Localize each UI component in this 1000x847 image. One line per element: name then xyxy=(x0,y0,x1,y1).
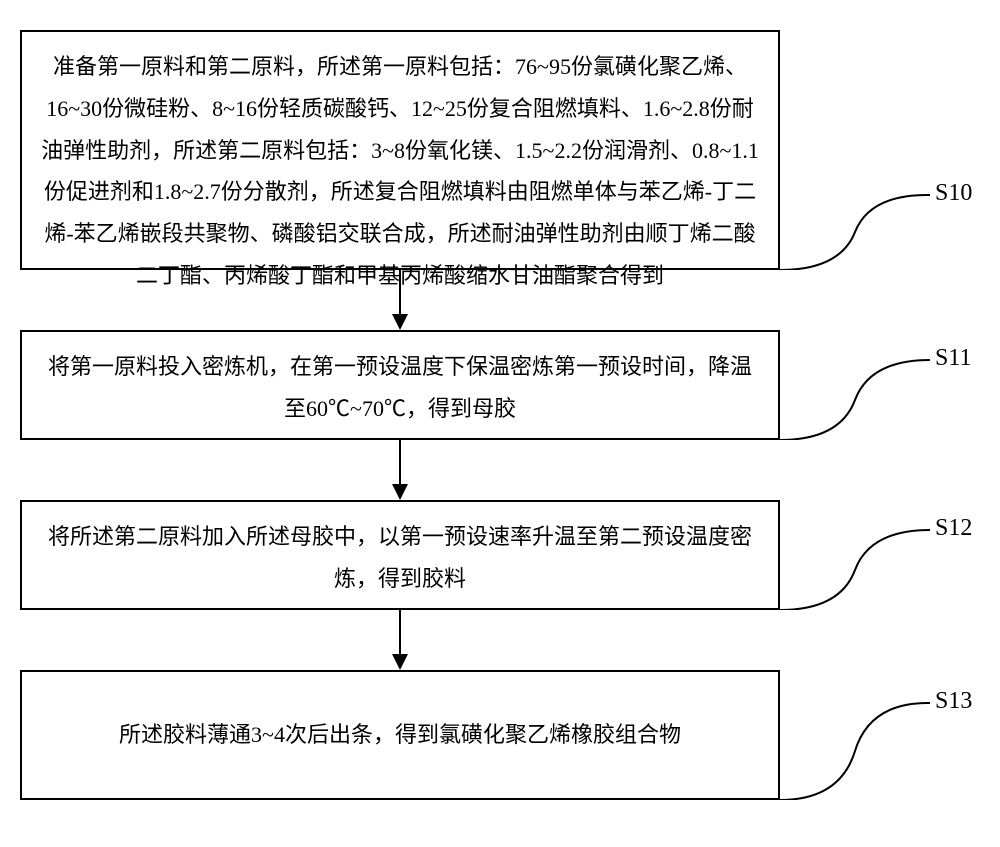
arrow-connector xyxy=(20,440,780,500)
step-node-s10: 准备第一原料和第二原料，所述第一原料包括：76~95份氯磺化聚乙烯、16~30份… xyxy=(20,30,780,270)
step-node-s12: 将所述第二原料加入所述母胶中，以第一预设速率升温至第二预设温度密炼，得到胶料 xyxy=(20,500,780,610)
step-row-s12: 将所述第二原料加入所述母胶中，以第一预设速率升温至第二预设温度密炼，得到胶料 S… xyxy=(20,500,980,610)
process-flowchart: 准备第一原料和第二原料，所述第一原料包括：76~95份氯磺化聚乙烯、16~30份… xyxy=(20,30,980,800)
leader-s10: S10 xyxy=(780,30,980,270)
step-text: 准备第一原料和第二原料，所述第一原料包括：76~95份氯磺化聚乙烯、16~30份… xyxy=(41,54,759,288)
step-node-s13: 所述胶料薄通3~4次后出条，得到氯磺化聚乙烯橡胶组合物 xyxy=(20,670,780,800)
leader-s12: S12 xyxy=(780,500,980,610)
leader-s13: S13 xyxy=(780,670,980,800)
arrow-connector xyxy=(20,610,780,670)
step-row-s13: 所述胶料薄通3~4次后出条，得到氯磺化聚乙烯橡胶组合物 S13 xyxy=(20,670,980,800)
step-label-s12: S12 xyxy=(935,515,972,542)
step-label-s10: S10 xyxy=(935,180,972,207)
step-text: 所述胶料薄通3~4次后出条，得到氯磺化聚乙烯橡胶组合物 xyxy=(119,714,681,756)
step-node-s11: 将第一原料投入密炼机，在第一预设温度下保温密炼第一预设时间，降温至60℃~70℃… xyxy=(20,330,780,440)
leader-s11: S11 xyxy=(780,330,980,440)
arrow-down-icon xyxy=(380,440,420,500)
step-text: 将所述第二原料加入所述母胶中，以第一预设速率升温至第二预设温度密炼，得到胶料 xyxy=(48,524,752,591)
step-row-s11: 将第一原料投入密炼机，在第一预设温度下保温密炼第一预设时间，降温至60℃~70℃… xyxy=(20,330,980,440)
leader-line-icon xyxy=(780,30,980,270)
arrow-down-icon xyxy=(380,610,420,670)
step-label-s11: S11 xyxy=(935,345,971,372)
step-text: 将第一原料投入密炼机，在第一预设温度下保温密炼第一预设时间，降温至60℃~70℃… xyxy=(48,354,752,421)
step-label-s13: S13 xyxy=(935,688,972,715)
step-row-s10: 准备第一原料和第二原料，所述第一原料包括：76~95份氯磺化聚乙烯、16~30份… xyxy=(20,30,980,270)
